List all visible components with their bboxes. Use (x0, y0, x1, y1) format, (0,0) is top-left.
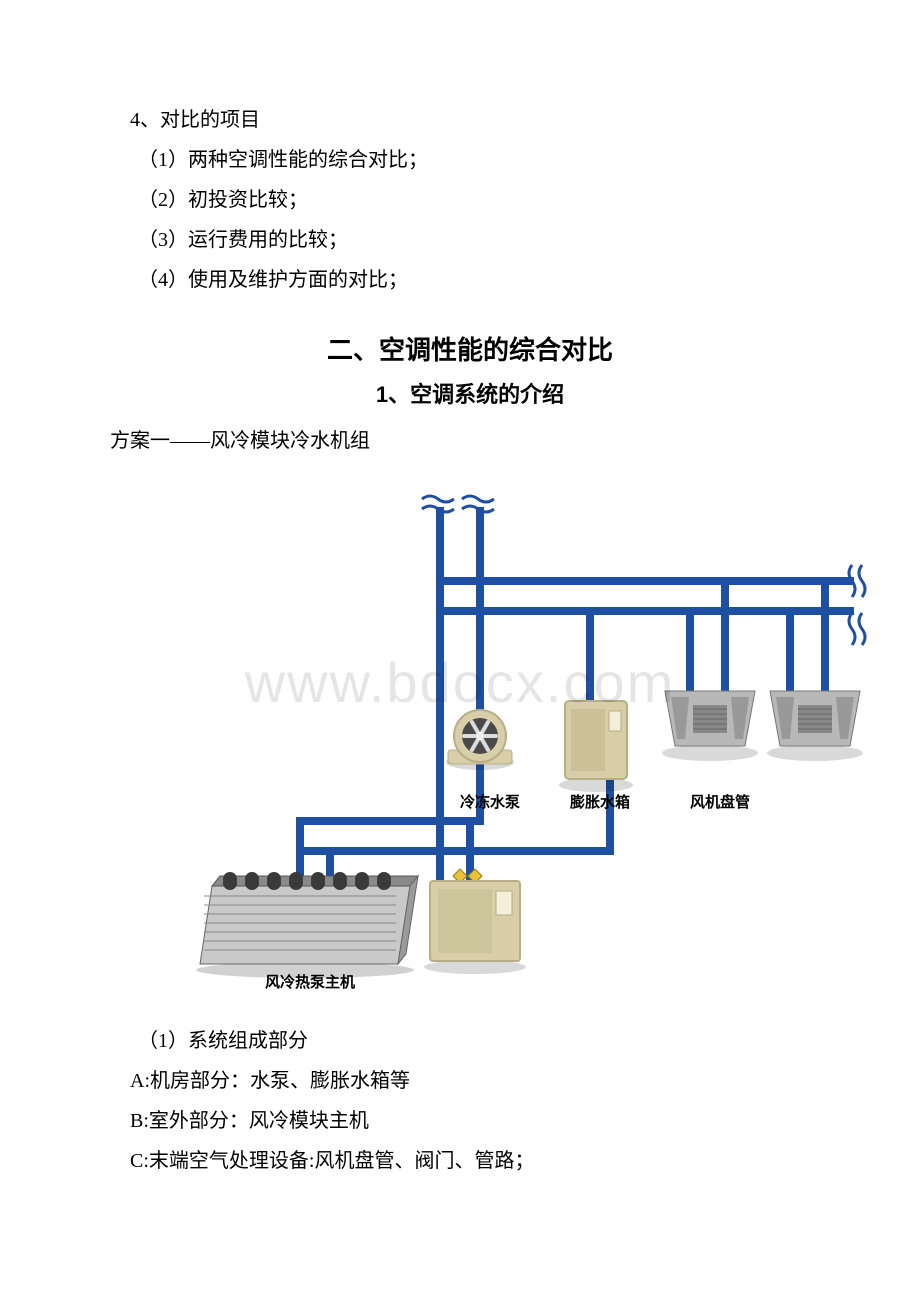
label-fcu: 风机盘管 (680, 791, 760, 812)
list-item-1: （1）两种空调性能的综合对比； (138, 140, 810, 180)
after-p2: A:机房部分：水泵、膨胀水箱等 (130, 1061, 810, 1101)
page-content: 4、对比的项目 （1）两种空调性能的综合对比； （2）初投资比较； （3）运行费… (0, 0, 920, 1181)
list-item-3: （3）运行费用的比较； (138, 220, 810, 260)
label-pump: 冷冻水泵 (450, 791, 530, 812)
after-p1: （1）系统组成部分 (138, 1021, 810, 1061)
list-heading: 4、对比的项目 (130, 100, 810, 140)
sub-title: 1、空调系统的介绍 (130, 377, 810, 409)
label-tank: 膨胀水箱 (560, 791, 640, 812)
scheme-line: 方案一——风冷模块冷水机组 (110, 421, 810, 461)
section-title: 二、空调性能的综合对比 (130, 330, 810, 367)
system-diagram: 冷冻水泵 膨胀水箱 风机盘管 风冷热泵主机 (170, 481, 870, 1001)
after-p4: C:末端空气处理设备:风机盘管、阀门、管路； (130, 1141, 810, 1181)
after-p3: B:室外部分：风冷模块主机 (130, 1101, 810, 1141)
list-item-4: （4）使用及维护方面的对比； (138, 260, 810, 300)
list-item-2: （2）初投资比较； (138, 180, 810, 220)
label-host: 风冷热泵主机 (250, 971, 370, 992)
